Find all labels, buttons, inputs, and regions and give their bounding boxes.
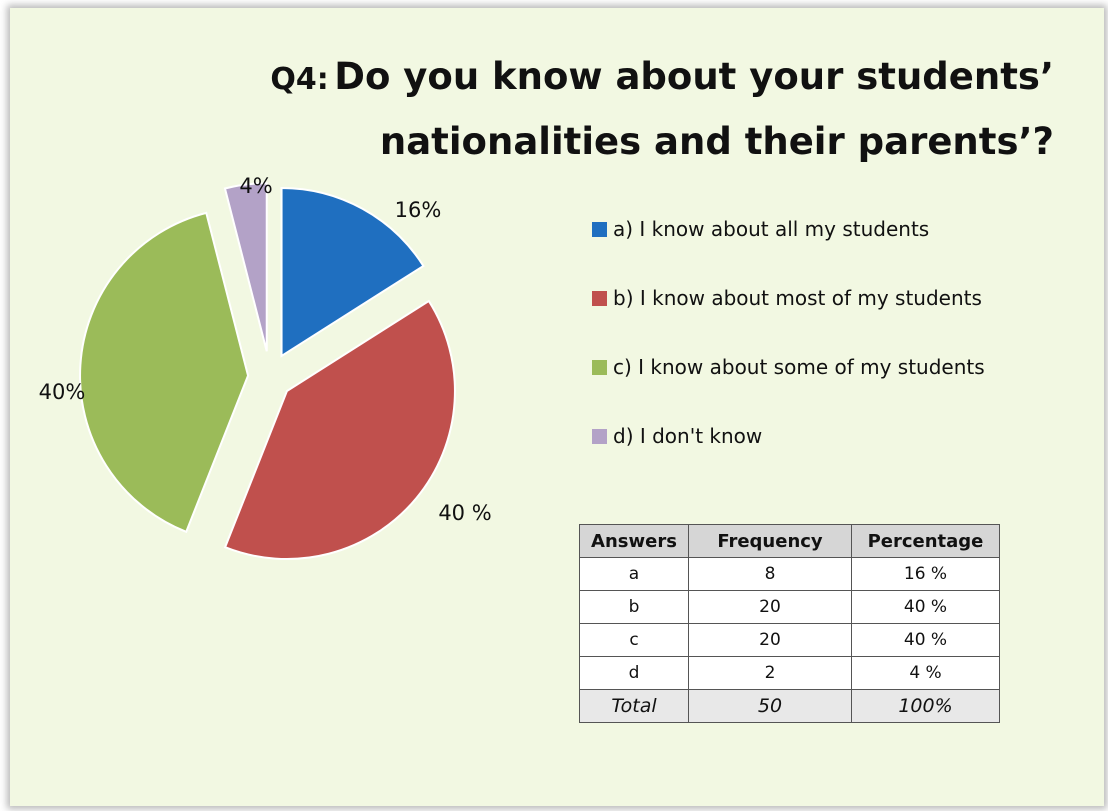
table-total-row: Total 50 100% bbox=[579, 689, 1000, 723]
pie-slice-d bbox=[223, 182, 268, 352]
cell-total-percentage: 100% bbox=[851, 689, 1000, 723]
cell-answer: c bbox=[579, 623, 689, 657]
table-row: a 8 16 % bbox=[579, 557, 1000, 591]
pie-slice-a bbox=[280, 186, 425, 358]
legend-item-b: b) I know about most of my students bbox=[592, 286, 982, 310]
cell-frequency: 2 bbox=[688, 656, 852, 690]
legend-item-a: a) I know about all my students bbox=[592, 217, 929, 241]
title-line-2: nationalities and their parents’? bbox=[379, 120, 1054, 163]
cell-total-frequency: 50 bbox=[688, 689, 852, 723]
data-label-c: 40% bbox=[39, 380, 86, 404]
legend-swatch-c bbox=[592, 359, 607, 375]
cell-answer: b bbox=[579, 590, 689, 624]
cell-answer: d bbox=[579, 656, 689, 690]
pie-slice-b bbox=[223, 299, 456, 561]
cell-percentage: 4 % bbox=[851, 656, 1000, 690]
legend-item-c: c) I know about some of my students bbox=[592, 355, 985, 379]
cell-frequency: 8 bbox=[688, 557, 852, 591]
header-percentage: Percentage bbox=[851, 524, 1000, 558]
title-prefix: Q4: bbox=[270, 62, 329, 97]
table-row: d 2 4 % bbox=[579, 656, 1000, 690]
cell-frequency: 20 bbox=[688, 623, 852, 657]
table-row: b 20 40 % bbox=[579, 590, 1000, 624]
legend-item-d: d) I don't know bbox=[592, 424, 762, 448]
cell-percentage: 40 % bbox=[851, 623, 1000, 657]
cell-percentage: 16 % bbox=[851, 557, 1000, 591]
legend-swatch-d bbox=[592, 428, 607, 444]
header-answers: Answers bbox=[579, 524, 689, 558]
table-header-row: Answers Frequency Percentage bbox=[579, 524, 1000, 558]
legend-swatch-b bbox=[592, 290, 607, 306]
data-label-a: 16% bbox=[395, 198, 442, 222]
cell-frequency: 20 bbox=[688, 590, 852, 624]
table-row: c 20 40 % bbox=[579, 623, 1000, 657]
cell-total-label: Total bbox=[579, 689, 689, 723]
data-label-b: 40 % bbox=[438, 501, 491, 525]
data-label-d: 4% bbox=[239, 174, 272, 198]
cell-answer: a bbox=[579, 557, 689, 591]
frequency-table: Answers Frequency Percentage a 8 16 % b … bbox=[579, 524, 1000, 723]
legend-swatch-a bbox=[592, 221, 607, 237]
legend-label-b: b) I know about most of my students bbox=[613, 286, 982, 310]
legend-label-a: a) I know about all my students bbox=[613, 217, 930, 241]
header-frequency: Frequency bbox=[688, 524, 852, 558]
legend-label-c: c) I know about some of my students bbox=[613, 355, 985, 379]
title-line-1: Do you know about your students’ bbox=[334, 55, 1054, 98]
chart-title: Q4: Do you know about your students’ nat… bbox=[270, 48, 1054, 178]
legend-label-d: d) I don't know bbox=[613, 424, 763, 448]
cell-percentage: 40 % bbox=[851, 590, 1000, 624]
pie-slice-c bbox=[79, 211, 250, 534]
